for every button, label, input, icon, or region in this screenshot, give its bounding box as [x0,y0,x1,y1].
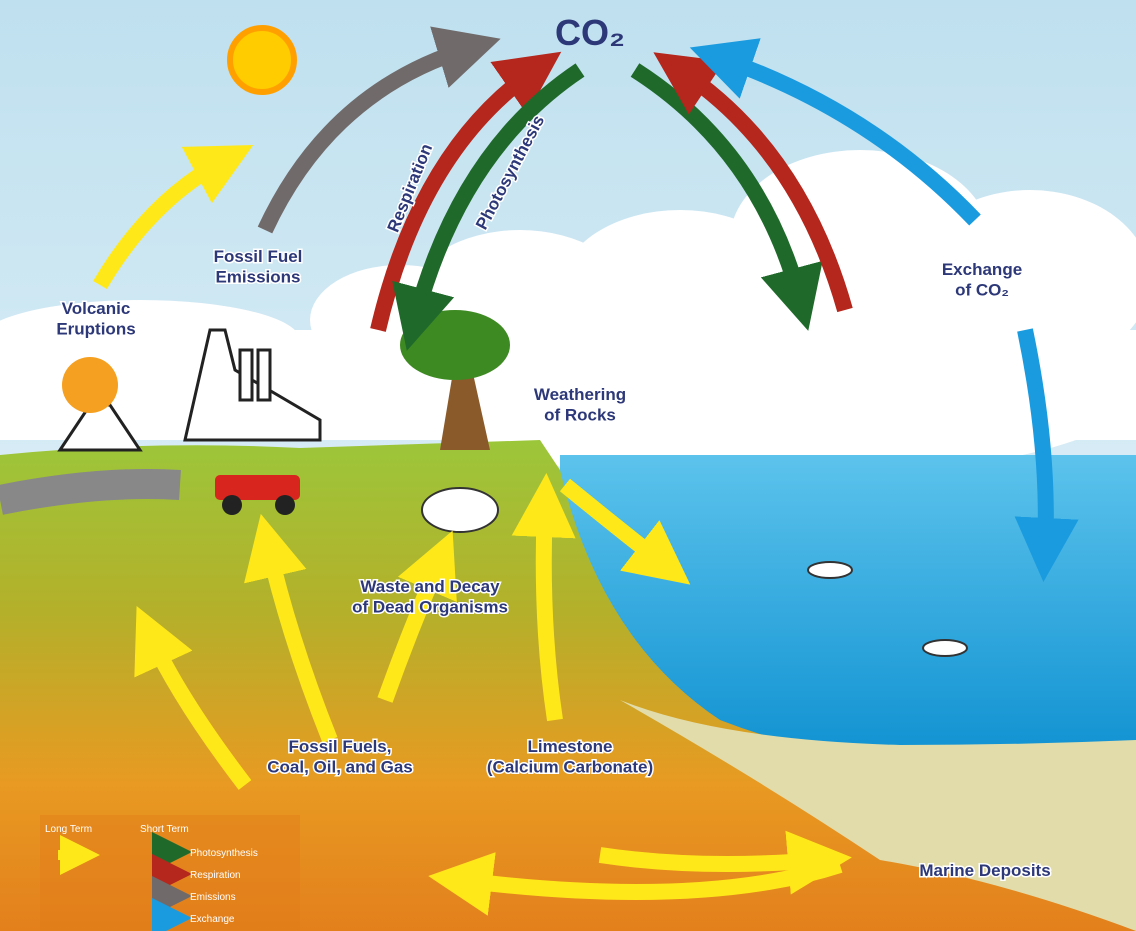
legend-item: Emissions [190,892,236,903]
sun [230,28,294,92]
carbon-cycle-diagram: CO₂ Respiration Photosynthesis Fossil Fuel… [0,0,1136,931]
label-line: Exchange [942,260,1022,279]
sheep [422,488,498,532]
label-line: Waste and Decay [360,577,500,596]
label-line: Fossil Fuel [214,247,303,266]
label-line: (Calcium Carbonate) [487,757,653,776]
volcano-fire [62,357,118,413]
co2-title: CO₂ [555,12,625,53]
label-line: Weathering [534,385,626,404]
label: Marine Deposits [919,861,1050,880]
legend-item: Photosynthesis [190,848,258,859]
label-line: Eruptions [56,319,135,338]
page: CO₂ Respiration Photosynthesis Fossil Fuel… [0,0,1136,931]
label: Fossil Fuels,Coal, Oil, and Gas [267,737,412,776]
label-line: of CO₂ [955,280,1009,299]
fish [808,562,852,578]
label-line: Limestone [527,737,612,756]
label-line: Volcanic [62,299,131,318]
label-line: of Rocks [544,405,616,424]
label-line: Marine Deposits [919,861,1050,880]
road [0,484,180,500]
legend: Long Term Short Term Photosynthesis Respi… [40,815,300,930]
legend-long-term: Long Term [45,824,92,835]
label-line: Coal, Oil, and Gas [267,757,412,776]
legend-item: Respiration [190,870,241,881]
legend-short-term: Short Term [140,824,189,835]
legend-item: Exchange [190,914,235,925]
fish [923,640,967,656]
label-line: Emissions [215,267,300,286]
label-line: Fossil Fuels, [289,737,392,756]
label-line: of Dead Organisms [352,597,508,616]
